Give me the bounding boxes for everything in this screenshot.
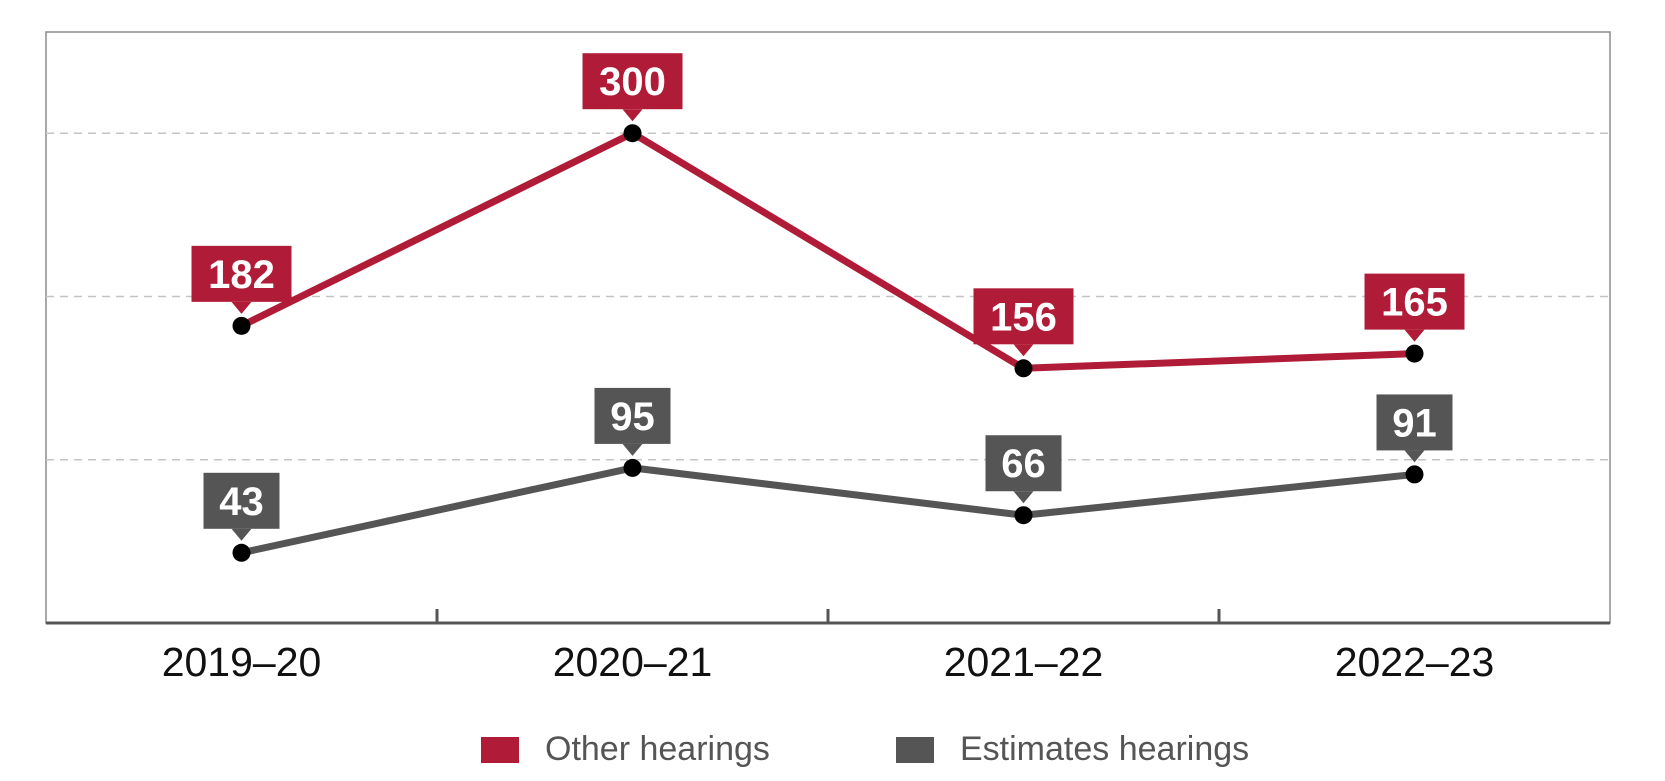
legend: Other hearings Estimates hearings — [0, 730, 1665, 770]
data-label-pointer — [1013, 344, 1034, 357]
data-label-pointer — [622, 109, 643, 122]
data-point — [232, 543, 251, 562]
series-line — [240, 464, 1415, 557]
data-label-pointer — [1404, 329, 1425, 342]
legend-item-estimates: Estimates hearings — [896, 730, 1249, 769]
data-label-box — [582, 53, 683, 110]
data-label-pointer — [622, 443, 643, 456]
series-group: 182 300 156 165 43 95 66 91 — [191, 53, 1465, 562]
data-label-box — [1364, 273, 1465, 330]
series-1: 43 95 66 91 — [203, 387, 1453, 562]
data-point — [623, 458, 642, 477]
legend-label-estimates: Estimates hearings — [960, 730, 1250, 768]
data-label: 165 — [1381, 281, 1448, 325]
data-point — [1405, 465, 1424, 484]
data-label-box — [203, 472, 280, 529]
data-label-box — [1376, 394, 1453, 451]
data-label-box — [973, 288, 1074, 345]
data-label-box — [191, 245, 292, 302]
data-label: 182 — [208, 253, 275, 297]
data-label: 300 — [599, 60, 666, 104]
legend-swatch-estimates — [896, 736, 934, 763]
data-point — [1014, 359, 1033, 378]
legend-swatch-other — [481, 736, 519, 763]
x-tick-label: 2020–21 — [553, 639, 713, 685]
legend-label-other: Other hearings — [545, 730, 770, 768]
data-label-pointer — [231, 528, 252, 541]
data-point — [1405, 344, 1424, 363]
data-label: 91 — [1392, 401, 1437, 445]
legend-item-other: Other hearings — [481, 730, 770, 769]
x-axis-ticks — [435, 609, 1221, 623]
data-label: 43 — [219, 480, 264, 524]
x-tick-label: 2022–23 — [1335, 639, 1495, 685]
data-label-pointer — [1404, 450, 1425, 463]
x-tick-label: 2019–20 — [162, 639, 322, 685]
data-label-pointer — [1013, 491, 1034, 504]
data-label-pointer — [231, 301, 252, 314]
data-label-box — [594, 387, 671, 444]
data-label-box — [985, 435, 1062, 492]
series-line — [239, 129, 1415, 372]
x-axis-labels: 2019–20 2020–21 2021–22 2022–23 — [162, 639, 1495, 685]
gridlines — [46, 132, 1610, 461]
x-tick-label: 2021–22 — [944, 639, 1104, 685]
data-point — [232, 316, 251, 335]
data-point — [1014, 506, 1033, 525]
data-label: 66 — [1001, 442, 1046, 486]
data-point — [623, 124, 642, 143]
data-label: 95 — [610, 395, 655, 439]
data-label: 156 — [990, 295, 1057, 339]
series-0: 182 300 156 165 — [191, 53, 1465, 378]
